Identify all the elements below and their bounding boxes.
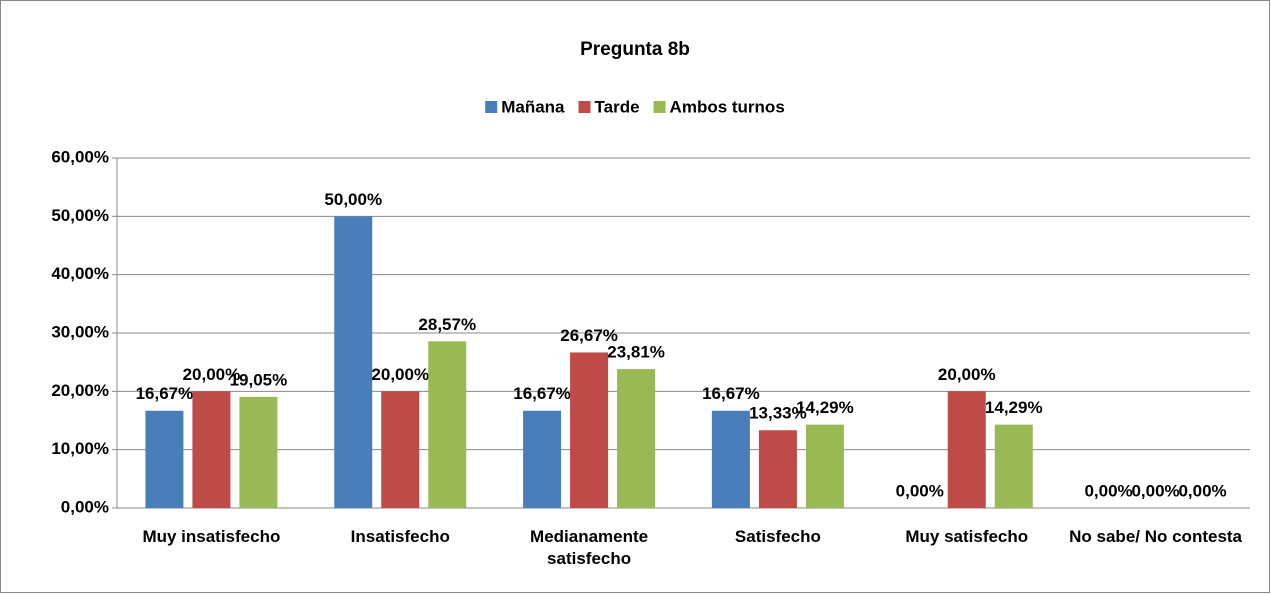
y-tick-label: 10,00% xyxy=(51,439,109,458)
chart-title: Pregunta 8b xyxy=(580,39,690,60)
y-tick-label: 60,00% xyxy=(51,147,109,166)
legend-swatch xyxy=(485,101,498,113)
data-label: 16,67% xyxy=(513,384,571,403)
bar xyxy=(617,369,656,508)
legend-label: Ambos turnos xyxy=(670,97,785,116)
x-tick-label: Muy insatisfecho xyxy=(142,527,281,546)
bar xyxy=(334,216,373,509)
data-label: 14,29% xyxy=(985,398,1043,417)
y-tick-label: 30,00% xyxy=(51,322,109,341)
y-tick-label: 50,00% xyxy=(51,206,109,225)
data-label: 19,05% xyxy=(230,370,288,389)
x-tick-label: Satisfecho xyxy=(734,527,821,546)
data-label: 20,00% xyxy=(938,365,996,384)
data-label: 0,00% xyxy=(1131,481,1179,500)
y-tick-label: 40,00% xyxy=(51,264,109,283)
y-tick-label: 0,00% xyxy=(61,497,109,516)
data-label: 26,67% xyxy=(560,326,618,345)
legend-swatch xyxy=(578,101,591,113)
data-label: 28,57% xyxy=(418,315,476,334)
x-tick-label: No sabe/ No contesta xyxy=(1069,527,1243,546)
data-label: 0,00% xyxy=(1178,481,1226,500)
data-label: 0,00% xyxy=(1084,481,1132,500)
bar xyxy=(570,352,609,508)
legend-label: Mañana xyxy=(501,97,565,116)
legend-label: Tarde xyxy=(595,97,640,116)
bar xyxy=(711,410,750,508)
data-label: 50,00% xyxy=(324,190,382,209)
data-label: 14,29% xyxy=(796,398,854,417)
data-label: 16,67% xyxy=(702,384,760,403)
data-label: 0,00% xyxy=(896,481,944,500)
bar xyxy=(994,424,1033,508)
bar xyxy=(947,391,986,508)
y-tick-label: 20,00% xyxy=(51,381,109,400)
bar xyxy=(428,341,467,508)
bar xyxy=(192,391,231,508)
data-label: 20,00% xyxy=(183,365,241,384)
data-label: 20,00% xyxy=(371,365,429,384)
x-tick-label: Medianamente satisfecho xyxy=(530,527,649,568)
data-label: 23,81% xyxy=(607,343,665,362)
data-label: 16,67% xyxy=(136,384,194,403)
legend-swatch xyxy=(653,101,666,113)
x-tick-label: Muy satisfecho xyxy=(905,527,1029,546)
bar xyxy=(758,430,797,508)
bar xyxy=(805,424,844,508)
bar xyxy=(381,391,420,508)
data-label: 13,33% xyxy=(749,404,807,423)
bar xyxy=(145,410,184,508)
bar xyxy=(239,396,278,508)
x-tick-label: Insatisfecho xyxy=(350,527,450,546)
bar xyxy=(523,410,562,508)
